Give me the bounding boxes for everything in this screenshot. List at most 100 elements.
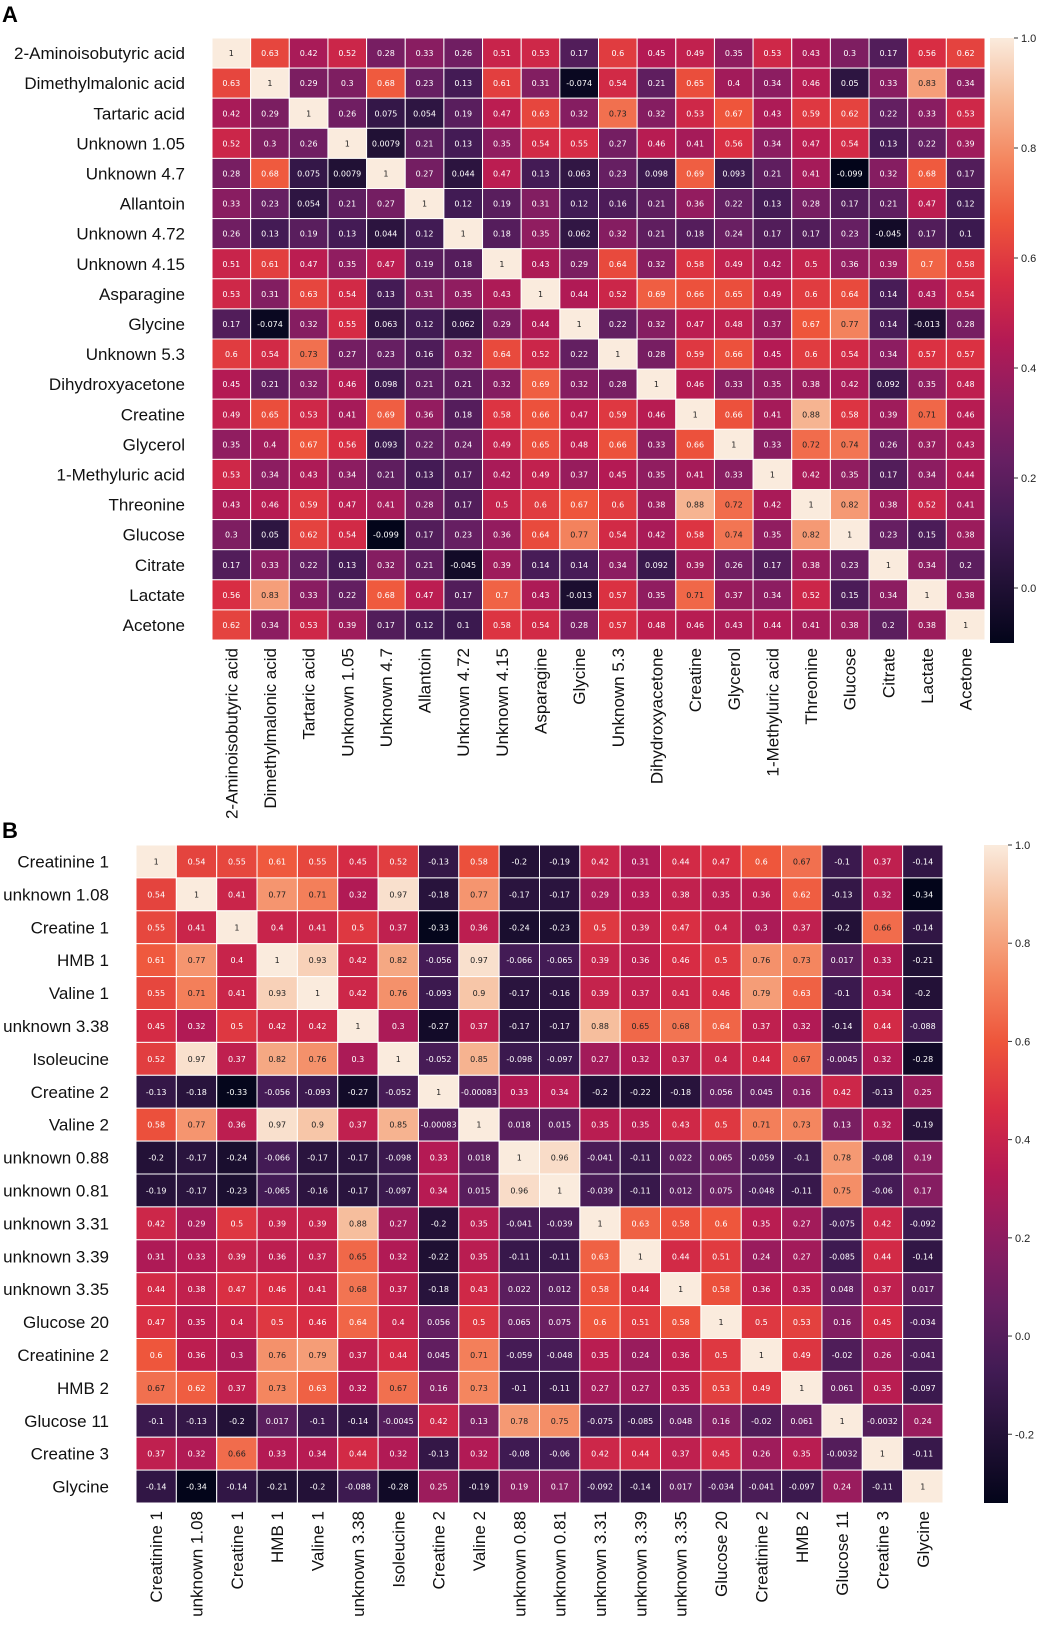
- cell-value-label: 0.35: [841, 470, 859, 479]
- cell-value-label: -0.2: [512, 857, 528, 866]
- cell-value-label: 0.51: [222, 260, 240, 269]
- heatmap-cell: [660, 1403, 702, 1438]
- cell-value-label: 0.65: [261, 410, 279, 419]
- cell-value-label: 0.044: [452, 169, 475, 178]
- heatmap-cell: [288, 218, 329, 250]
- cell-value-label: 0.35: [793, 1450, 811, 1459]
- heatmap-cell: [250, 157, 290, 189]
- heatmap-cell: [175, 1173, 218, 1208]
- cell-value-label: 0.17: [454, 501, 472, 510]
- heatmap-cell: [945, 458, 986, 490]
- heatmap-cell: [660, 1173, 702, 1208]
- heatmap-cell: [619, 1272, 662, 1307]
- cell-value-label: 0.43: [725, 621, 743, 630]
- heatmap-cell: [781, 1469, 823, 1504]
- heatmap-cell: [135, 877, 177, 912]
- heatmap-cell: [211, 428, 252, 460]
- cell-value-label: 0.38: [648, 501, 666, 510]
- cell-value-label: 0.45: [764, 350, 782, 359]
- cell-value-label: 0.41: [672, 989, 690, 998]
- heatmap-cell: [458, 1469, 500, 1504]
- cell-value-label: 0.5: [352, 923, 365, 932]
- cell-value-label: 0.61: [261, 260, 279, 269]
- cell-value-label: 0.46: [261, 501, 279, 510]
- cell-value-label: 0.29: [261, 109, 279, 118]
- heatmap-cell: [559, 248, 599, 280]
- cell-value-label: 0.098: [645, 169, 668, 178]
- cell-value-label: 0.32: [609, 230, 627, 239]
- heatmap-cell: [861, 1041, 904, 1076]
- cell-value-label: 0.42: [591, 1450, 609, 1459]
- cell-value-label: 0.93: [309, 956, 327, 965]
- cell-value-label: -0.059: [506, 1351, 532, 1360]
- cell-value-label: 0.56: [338, 440, 356, 449]
- cell-value-label: 0.32: [389, 1252, 407, 1261]
- column-label-isoleucine: Isoleucine: [389, 1511, 408, 1588]
- cell-value-label: 0.075: [710, 1186, 733, 1195]
- cell-value-label: 0.82: [389, 956, 407, 965]
- cell-value-label: 0.17: [764, 561, 782, 570]
- cell-value-label: 0.57: [918, 350, 936, 359]
- cell-value-label: -0.13: [146, 1088, 167, 1097]
- heatmap-cell: [443, 609, 484, 641]
- heatmap-cell: [821, 1173, 863, 1208]
- heatmap-cell: [559, 338, 599, 370]
- heatmap-cell: [675, 519, 715, 551]
- cell-value-label: 0.44: [570, 290, 588, 299]
- heatmap-cell: [211, 127, 252, 159]
- cell-value-label: 0.42: [841, 380, 859, 389]
- heatmap-cell: [945, 37, 986, 69]
- heatmap-cell: [821, 1370, 863, 1405]
- heatmap-cell: [404, 338, 445, 370]
- colorbar-tick-label: 0.0: [1015, 1331, 1030, 1343]
- cell-value-label: 0.56: [222, 591, 240, 600]
- cell-value-label: 0.3: [341, 79, 354, 88]
- cell-value-label: -0.065: [264, 1186, 290, 1195]
- heatmap-cell: [458, 877, 500, 912]
- heatmap-cell: [216, 1206, 258, 1241]
- cell-value-label: 0.05: [261, 531, 279, 540]
- heatmap-cell: [539, 1009, 581, 1043]
- cell-value-label: -0.0032: [827, 1450, 858, 1459]
- cell-value-label: 0.47: [802, 139, 820, 148]
- cell-value-label: -0.013: [914, 320, 940, 329]
- cell-value-label: 0.45: [874, 1318, 892, 1327]
- heatmap-cell: [337, 1041, 379, 1076]
- cell-value-label: 0.67: [725, 109, 743, 118]
- heatmap-cell: [443, 308, 484, 340]
- cell-value-label: 1: [517, 1154, 522, 1163]
- cell-value-label: -0.14: [227, 1483, 248, 1492]
- cell-value-label: 0.88: [349, 1219, 367, 1228]
- row-label-glycerol: Glycerol: [123, 435, 185, 454]
- heatmap-cell: [337, 1338, 379, 1372]
- cell-value-label: 0.065: [710, 1154, 733, 1163]
- heatmap-cell: [636, 338, 677, 370]
- cell-value-label: 0.33: [918, 109, 936, 118]
- cell-value-label: -0.22: [428, 1252, 449, 1261]
- heatmap-cell: [175, 1239, 218, 1274]
- heatmap-cell: [256, 1206, 298, 1241]
- cell-value-label: 0.42: [833, 1088, 851, 1097]
- cell-value-label: 0.45: [147, 1022, 165, 1031]
- heatmap-cell: [256, 1272, 298, 1307]
- cell-value-label: -0.23: [549, 923, 570, 932]
- cell-value-label: 0.35: [532, 230, 550, 239]
- heatmap-cell: [907, 218, 947, 250]
- row-label-creatine: Creatine: [121, 405, 185, 424]
- cell-value-label: 0.36: [686, 200, 704, 209]
- cell-value-label: 0.66: [609, 440, 627, 449]
- cell-value-label: 0.22: [879, 109, 897, 118]
- cell-value-label: 0.53: [300, 410, 318, 419]
- heatmap-cell: [598, 97, 638, 129]
- cell-value-label: 0.32: [493, 380, 511, 389]
- cell-value-label: 0.41: [309, 923, 327, 932]
- heatmap-cell: [829, 458, 870, 490]
- colorbar: [984, 845, 1008, 1503]
- heatmap-cell: [417, 1239, 460, 1274]
- cell-value-label: 0.75: [551, 1417, 569, 1426]
- cell-value-label: 0.42: [268, 1022, 286, 1031]
- cell-value-label: -0.034: [708, 1483, 734, 1492]
- cell-value-label: 0.52: [532, 350, 550, 359]
- column-label-acetone: Acetone: [957, 648, 976, 710]
- heatmap-cell: [296, 1009, 339, 1043]
